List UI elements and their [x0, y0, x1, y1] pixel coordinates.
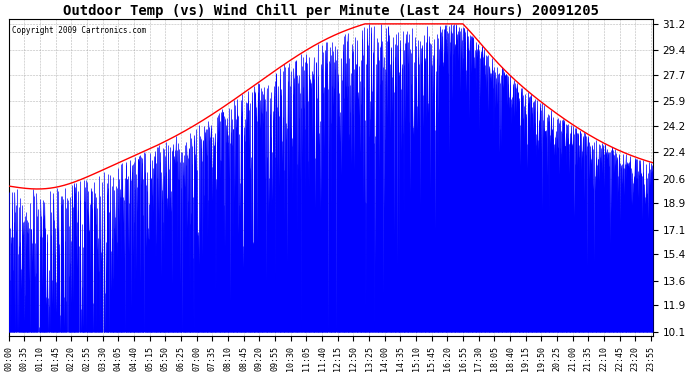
Title: Outdoor Temp (vs) Wind Chill per Minute (Last 24 Hours) 20091205: Outdoor Temp (vs) Wind Chill per Minute … [63, 4, 599, 18]
Text: Copyright 2009 Cartronics.com: Copyright 2009 Cartronics.com [12, 26, 146, 35]
